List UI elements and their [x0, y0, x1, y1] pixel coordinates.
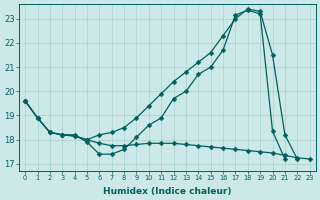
X-axis label: Humidex (Indice chaleur): Humidex (Indice chaleur)	[103, 187, 232, 196]
